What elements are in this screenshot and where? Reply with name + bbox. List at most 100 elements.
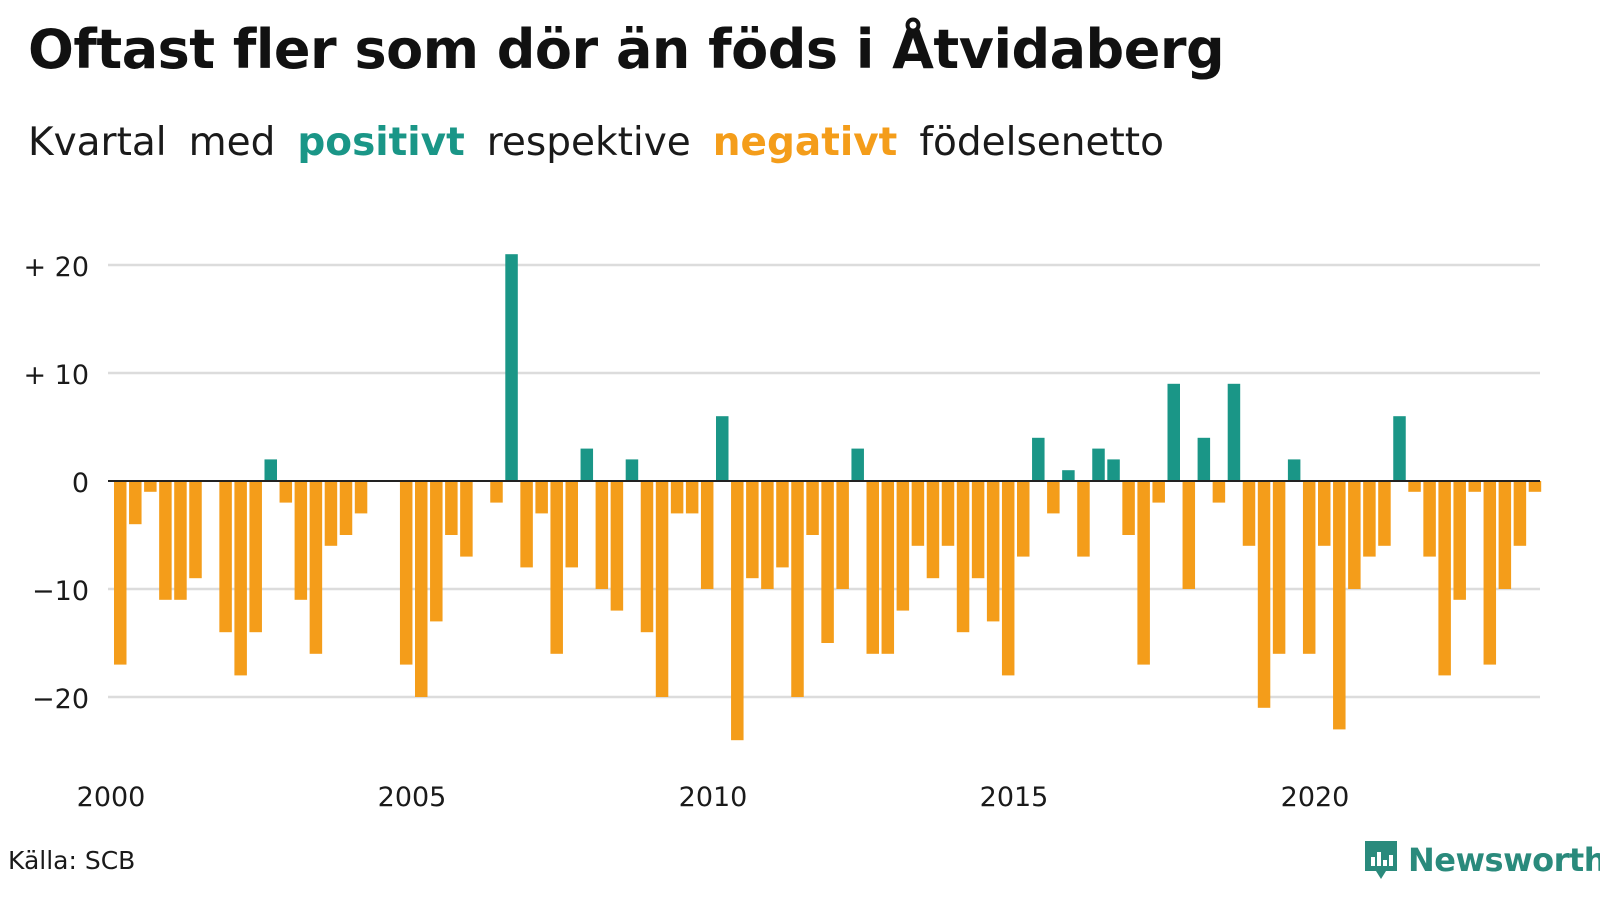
- bar: [565, 481, 578, 568]
- bar: [144, 481, 157, 492]
- subtitle-word: positivt: [297, 120, 465, 165]
- bar: [821, 481, 834, 643]
- bar: [1318, 481, 1331, 546]
- bar: [1242, 481, 1256, 546]
- bars: [114, 254, 1542, 741]
- bar: [655, 481, 669, 697]
- subtitle-word: respektive: [486, 120, 691, 165]
- bar: [746, 481, 759, 579]
- bar: [1182, 481, 1196, 589]
- bar: [1212, 481, 1226, 503]
- x-tick-label: 2000: [77, 782, 146, 813]
- bar: [1393, 416, 1406, 481]
- bar: [595, 481, 609, 589]
- chart-title: Oftast fler som dör än föds i Åtvidaberg: [28, 18, 1225, 81]
- bar: [670, 481, 684, 514]
- bar: [625, 459, 639, 481]
- y-tick-label: 0: [72, 468, 89, 499]
- bar: [430, 481, 443, 622]
- subtitle-word: födelsenetto: [919, 120, 1164, 165]
- y-tick-label: −10: [32, 576, 89, 607]
- bar: [1348, 481, 1361, 589]
- bar-chart: + 20 + 10 0 −10 −20 2000 2005 2010 2015 2020: [23, 252, 1542, 813]
- bar: [264, 459, 277, 481]
- bar: [1272, 481, 1286, 654]
- bar: [791, 481, 804, 697]
- bar: [339, 481, 353, 535]
- bar: [114, 481, 127, 665]
- bar: [836, 481, 849, 589]
- bar: [1107, 459, 1120, 481]
- y-tick-label: + 10: [23, 360, 89, 391]
- bar: [535, 481, 548, 514]
- bar: [1468, 481, 1481, 492]
- brand-logo[interactable]: Newsworthy: [1362, 838, 1600, 882]
- bar: [294, 481, 308, 600]
- bar: [1167, 383, 1180, 481]
- bar: [189, 481, 202, 579]
- bar: [941, 481, 955, 546]
- bar: [731, 481, 744, 741]
- bar: [505, 254, 518, 481]
- bar: [490, 481, 503, 503]
- bar: [1092, 448, 1105, 481]
- bar: [354, 481, 368, 514]
- bar: [1227, 383, 1241, 481]
- bar: [685, 481, 699, 514]
- bar: [1197, 437, 1211, 481]
- bar: [1513, 481, 1527, 546]
- x-tick-label: 2010: [679, 782, 748, 813]
- x-tick-label: 2020: [1281, 782, 1350, 813]
- bar: [1077, 481, 1090, 557]
- bar: [700, 481, 714, 589]
- bar: [986, 481, 1000, 622]
- bar: [399, 481, 413, 665]
- bar: [866, 481, 879, 654]
- x-axis-ticks: 2000 2005 2010 2015 2020: [77, 782, 1350, 813]
- bar: [1528, 481, 1542, 492]
- bar: [640, 481, 654, 633]
- bar: [1257, 481, 1271, 708]
- bar: [279, 481, 293, 503]
- bar: [219, 481, 232, 633]
- bar: [1363, 481, 1376, 557]
- subtitle-word: negativt: [712, 120, 898, 165]
- brand-name: Newsworthy: [1408, 841, 1600, 879]
- bar: [761, 481, 774, 589]
- bar: [776, 481, 789, 568]
- bar: [1062, 470, 1075, 481]
- newsworthy-logo-icon: [1365, 841, 1397, 879]
- bar: [1287, 459, 1301, 481]
- bar: [174, 481, 187, 600]
- bar: [1017, 481, 1030, 557]
- bar: [1438, 481, 1451, 676]
- bar: [1047, 481, 1060, 514]
- chart-subtitle: Kvartal med positivt respektive negativt föde…: [28, 118, 1186, 168]
- bar: [1408, 481, 1421, 492]
- bar: [881, 481, 895, 654]
- y-tick-label: + 20: [23, 252, 89, 283]
- bar: [1152, 481, 1165, 503]
- y-axis-ticks: + 20 + 10 0 −10 −20: [23, 252, 89, 715]
- source-note: Källa: SCB: [8, 846, 136, 875]
- x-tick-label: 2015: [980, 782, 1049, 813]
- bar: [1001, 481, 1015, 676]
- bar: [1137, 481, 1150, 665]
- subtitle-word: Kvartal: [28, 120, 167, 165]
- y-tick-label: −20: [32, 684, 89, 715]
- bar: [415, 481, 428, 697]
- bar: [911, 481, 925, 546]
- bar: [1483, 481, 1497, 665]
- subtitle-word: med: [188, 120, 276, 165]
- bar: [610, 481, 624, 611]
- bar: [1378, 481, 1391, 546]
- bar: [956, 481, 970, 633]
- bar: [445, 481, 458, 535]
- bar: [249, 481, 262, 633]
- bar: [520, 481, 533, 568]
- x-tick-label: 2005: [378, 782, 447, 813]
- bar: [1453, 481, 1466, 600]
- bar: [1498, 481, 1512, 589]
- bar: [926, 481, 940, 579]
- bar: [896, 481, 910, 611]
